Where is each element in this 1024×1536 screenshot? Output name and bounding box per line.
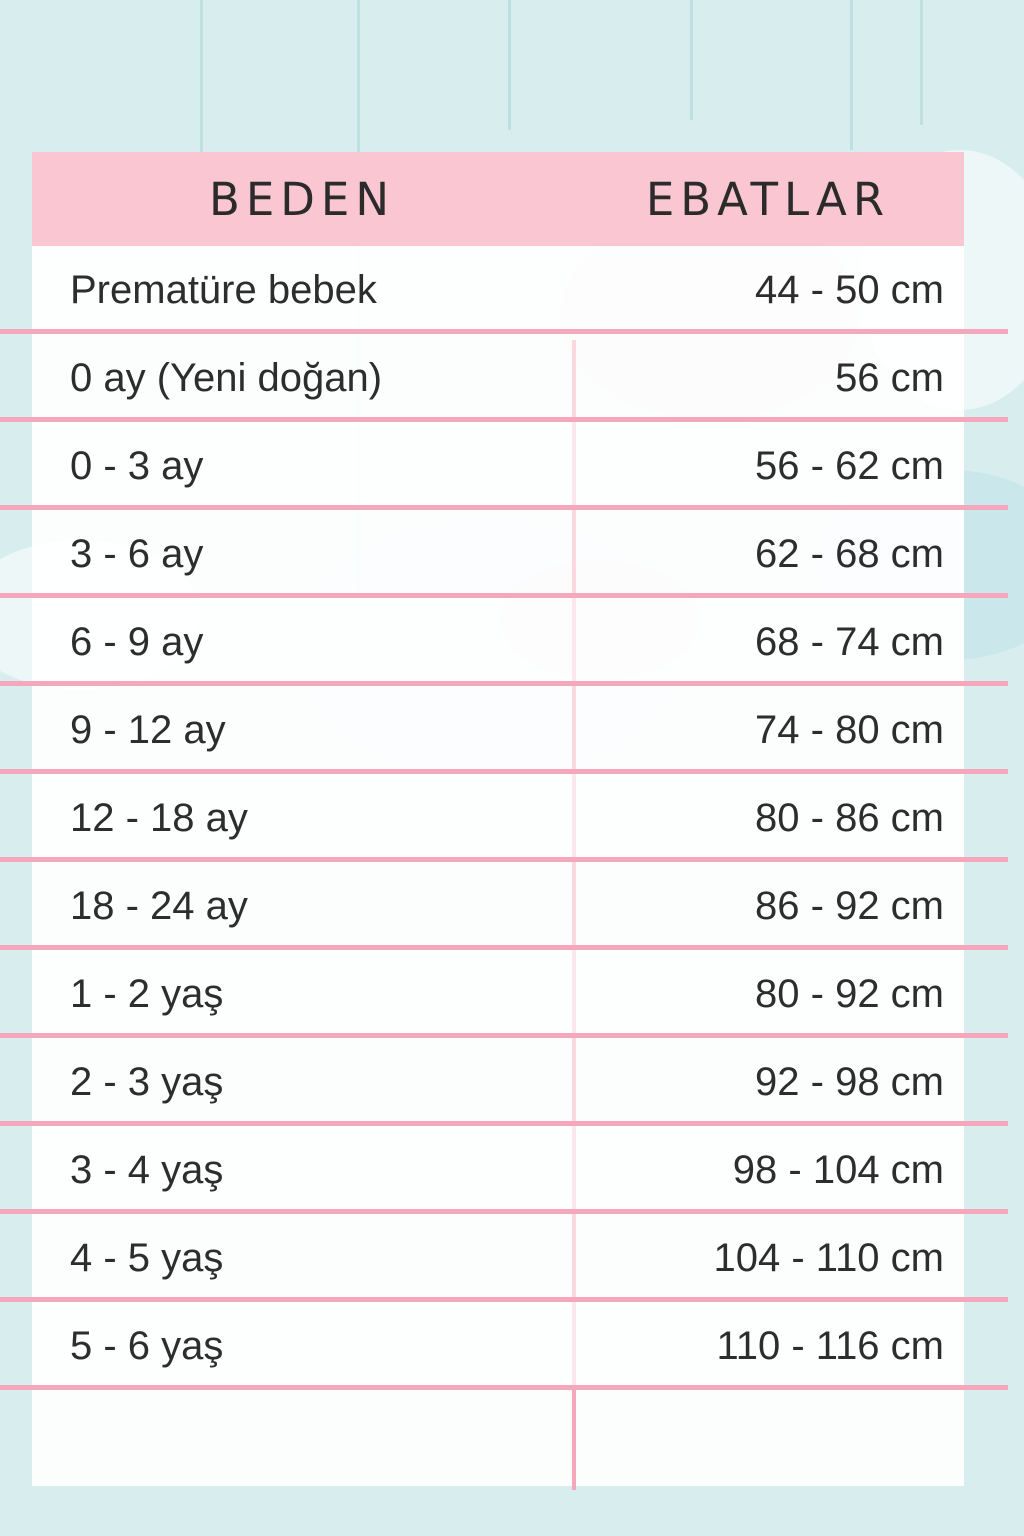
- background-vertical-line: [508, 0, 511, 130]
- cell-size: 0 ay (Yeni doğan): [70, 355, 383, 400]
- table-row: 12 - 18 ay 80 - 86 cm: [0, 774, 1008, 862]
- table-row: 0 ay (Yeni doğan) 56 cm: [0, 334, 1008, 422]
- row-divider: [0, 945, 1008, 950]
- cell-size: 18 - 24 ay: [70, 883, 248, 928]
- cell-measure: 62 - 68 cm: [755, 531, 944, 576]
- background-vertical-line: [920, 0, 923, 125]
- cell-measure: 92 - 98 cm: [755, 1059, 944, 1104]
- table-row: 5 - 6 yaş 110 - 116 cm: [0, 1302, 1008, 1390]
- row-divider: [0, 1209, 1008, 1214]
- cell-size: 5 - 6 yaş: [70, 1323, 224, 1368]
- cell-size: 1 - 2 yaş: [70, 971, 224, 1016]
- background-vertical-line: [690, 0, 693, 120]
- size-chart-card: BEDEN EBATLAR Prematüre bebek 44 - 50 cm…: [0, 152, 1008, 1490]
- table-row: 9 - 12 ay 74 - 80 cm: [0, 686, 1008, 774]
- cell-size: 3 - 4 yaş: [70, 1147, 224, 1192]
- row-divider: [0, 1297, 1008, 1302]
- table-body: Prematüre bebek 44 - 50 cm 0 ay (Yeni do…: [0, 246, 1008, 1490]
- table-row: Prematüre bebek 44 - 50 cm: [0, 246, 1008, 334]
- cell-measure: 56 cm: [835, 355, 944, 400]
- cell-measure: 80 - 92 cm: [755, 971, 944, 1016]
- table-header-row: BEDEN EBATLAR: [32, 152, 964, 246]
- column-header-measure: EBATLAR: [645, 172, 891, 226]
- row-divider: [0, 1033, 1008, 1038]
- cell-measure: 98 - 104 cm: [732, 1147, 944, 1192]
- cell-measure: 44 - 50 cm: [755, 267, 944, 312]
- row-divider: [0, 505, 1008, 510]
- table-row: 0 - 3 ay 56 - 62 cm: [0, 422, 1008, 510]
- table-row: 18 - 24 ay 86 - 92 cm: [0, 862, 1008, 950]
- column-header-size: BEDEN: [208, 172, 396, 226]
- cell-measure: 68 - 74 cm: [755, 619, 944, 664]
- cell-size: 4 - 5 yaş: [70, 1235, 224, 1280]
- row-divider: [0, 417, 1008, 422]
- row-divider: [0, 1385, 1008, 1390]
- cell-measure: 74 - 80 cm: [755, 707, 944, 752]
- row-divider: [0, 681, 1008, 686]
- row-divider: [0, 329, 1008, 334]
- cell-measure: 86 - 92 cm: [755, 883, 944, 928]
- table-row: 2 - 3 yaş 92 - 98 cm: [0, 1038, 1008, 1126]
- background-vertical-line: [850, 0, 853, 150]
- row-divider: [0, 857, 1008, 862]
- row-divider: [0, 593, 1008, 598]
- row-divider: [0, 1121, 1008, 1126]
- cell-measure: 104 - 110 cm: [713, 1235, 945, 1280]
- cell-size: 12 - 18 ay: [70, 795, 248, 840]
- cell-size: 3 - 6 ay: [70, 531, 204, 576]
- row-divider: [0, 769, 1008, 774]
- cell-measure: 80 - 86 cm: [755, 795, 944, 840]
- cell-measure: 110 - 116 cm: [716, 1323, 944, 1368]
- background-vertical-line: [200, 0, 203, 160]
- cell-size: Prematüre bebek: [70, 267, 377, 312]
- cell-measure: 56 - 62 cm: [755, 443, 944, 488]
- table-row: 1 - 2 yaş 80 - 92 cm: [0, 950, 1008, 1038]
- cell-size: 0 - 3 ay: [70, 443, 204, 488]
- cell-size: 9 - 12 ay: [70, 707, 226, 752]
- table-row: 3 - 4 yaş 98 - 104 cm: [0, 1126, 1008, 1214]
- table-footer-space: [32, 1390, 964, 1486]
- cell-size: 6 - 9 ay: [70, 619, 204, 664]
- table-row: 6 - 9 ay 68 - 74 cm: [0, 598, 1008, 686]
- cell-size: 2 - 3 yaş: [70, 1059, 224, 1104]
- table-row: 4 - 5 yaş 104 - 110 cm: [0, 1214, 1008, 1302]
- table-row: 3 - 6 ay 62 - 68 cm: [0, 510, 1008, 598]
